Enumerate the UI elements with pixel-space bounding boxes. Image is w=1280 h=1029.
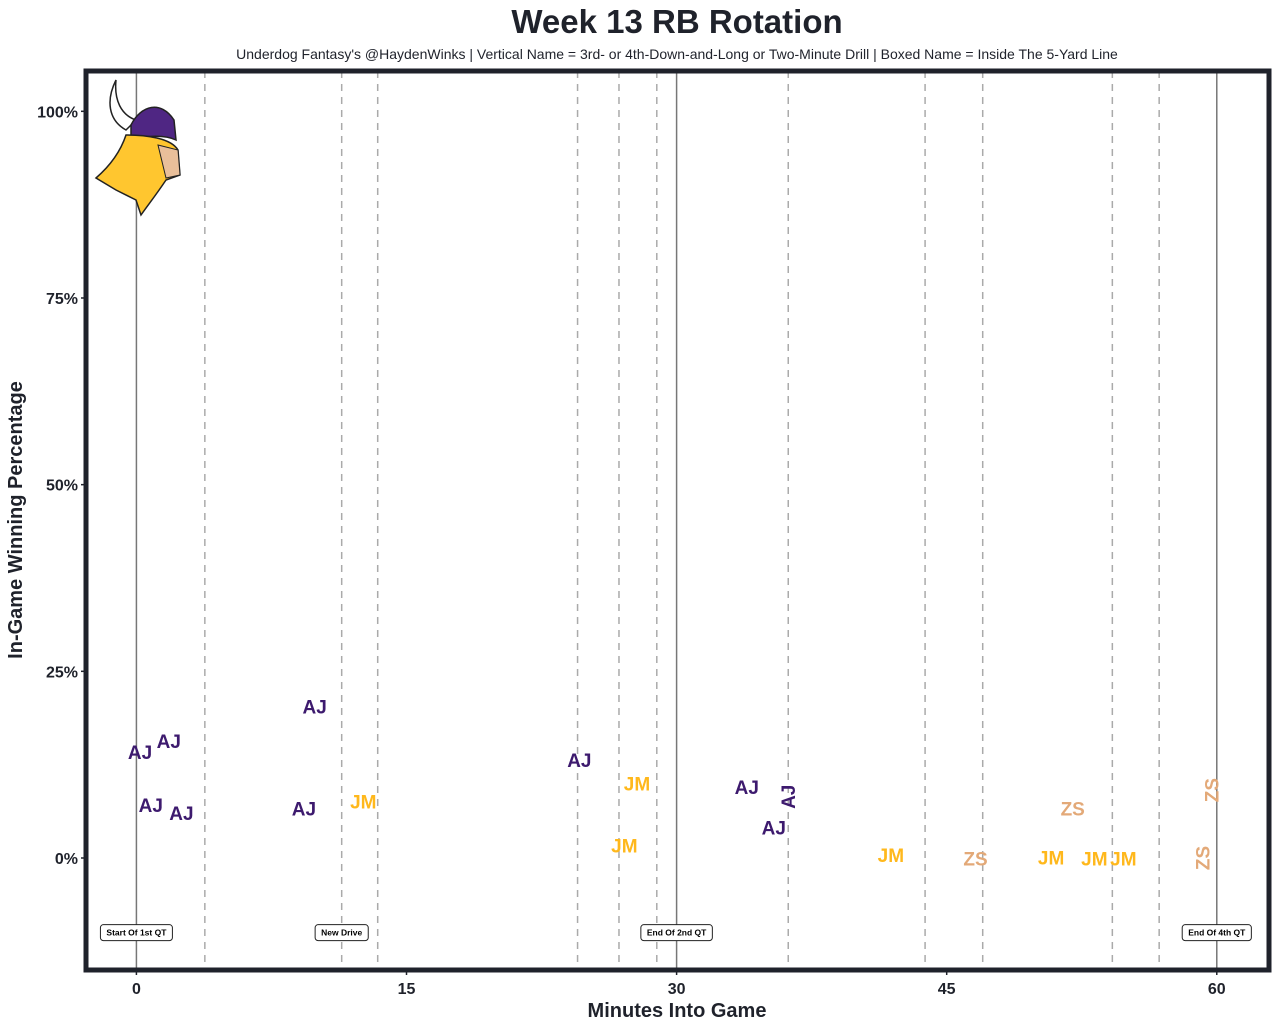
y-tick-label: 0% bbox=[55, 851, 78, 868]
point-label-aj: AJ bbox=[128, 743, 152, 764]
point-label-group: JM bbox=[1081, 850, 1107, 871]
point-label-jm: JM bbox=[1038, 848, 1064, 869]
axes: 0 15 30 45 60 0% 25% 50% 75% 100% bbox=[37, 104, 1226, 998]
point-label-jm: JM bbox=[350, 792, 376, 813]
point-label-aj: AJ bbox=[779, 785, 800, 809]
point-label-aj: AJ bbox=[139, 796, 163, 817]
point-label-group: AJ bbox=[762, 818, 786, 839]
point-label-group: ZS bbox=[1193, 846, 1214, 870]
y-axis-label: In-Game Winning Percentage bbox=[5, 381, 27, 659]
point-label-jm: JM bbox=[878, 846, 904, 867]
annotation-box bbox=[640, 924, 713, 942]
point-label-group: AJ bbox=[567, 751, 591, 772]
annotation: New Drive bbox=[314, 924, 369, 942]
point-label-aj: AJ bbox=[292, 800, 316, 821]
annotation-box bbox=[1181, 924, 1252, 942]
point-label-zs: ZS bbox=[1061, 800, 1085, 821]
point-label-group: AJ bbox=[157, 732, 181, 753]
annotation-text: Start Of 1st QT bbox=[106, 928, 167, 938]
point-label-group: AJ bbox=[292, 800, 316, 821]
annotation-box bbox=[314, 924, 369, 942]
vikings-logo bbox=[94, 79, 181, 217]
y-tick-label: 50% bbox=[46, 478, 78, 495]
point-label-jm: JM bbox=[611, 836, 637, 857]
point-label-aj: AJ bbox=[567, 751, 591, 772]
annotation-text: New Drive bbox=[321, 928, 362, 938]
point-label-zs: ZS bbox=[1193, 846, 1214, 870]
point-label-aj: AJ bbox=[303, 697, 327, 718]
point-label-group: AJ bbox=[128, 743, 152, 764]
point-label-group: JM bbox=[1038, 848, 1064, 869]
plot-frame bbox=[83, 68, 1272, 973]
point-label-group: AJ bbox=[735, 778, 759, 799]
point-label-group: ZS bbox=[1061, 800, 1085, 821]
x-tick-label: 15 bbox=[398, 981, 416, 998]
point-label-aj: AJ bbox=[762, 818, 786, 839]
point-label-group: AJ bbox=[169, 804, 193, 825]
x-axis-label: Minutes Into Game bbox=[588, 1000, 767, 1022]
annotations: Start Of 1st QT New Drive End Of 2nd QT End… bbox=[99, 924, 1252, 942]
point-label-group: JM bbox=[350, 792, 376, 813]
point-label-group: AJ bbox=[779, 785, 800, 809]
x-tick-label: 30 bbox=[668, 981, 686, 998]
x-tick-label: 60 bbox=[1208, 981, 1226, 998]
annotation-box bbox=[99, 924, 173, 942]
point-label-aj: AJ bbox=[157, 732, 181, 753]
point-label-group: JM bbox=[1110, 850, 1136, 871]
point-label-zs: ZS bbox=[963, 850, 987, 871]
y-tick-label: 25% bbox=[46, 664, 78, 681]
annotation: End Of 4th QT bbox=[1181, 924, 1252, 942]
annotation: End Of 2nd QT bbox=[640, 924, 713, 942]
point-label-group: AJ bbox=[139, 796, 163, 817]
point-label-group: ZS bbox=[963, 850, 987, 871]
point-label-zs: ZS bbox=[1202, 778, 1223, 802]
point-label-jm: JM bbox=[624, 774, 650, 795]
y-tick-label: 100% bbox=[37, 104, 78, 121]
vertical-lines bbox=[135, 71, 1218, 970]
x-tick-label: 45 bbox=[938, 981, 956, 998]
point-label-aj: AJ bbox=[735, 778, 759, 799]
point-label-group: JM bbox=[878, 846, 904, 867]
chart-subtitle: Underdog Fantasy's @HaydenWinks | Vertic… bbox=[236, 46, 1118, 62]
point-label-group: AJ bbox=[303, 697, 327, 718]
annotation-text: End Of 4th QT bbox=[1188, 928, 1246, 938]
y-tick-label: 75% bbox=[46, 291, 78, 308]
x-tick-label: 0 bbox=[132, 981, 141, 998]
point-label-aj: AJ bbox=[169, 804, 193, 825]
point-label-group: ZS bbox=[1202, 778, 1223, 802]
point-label-group: JM bbox=[611, 836, 637, 857]
chart-title: Week 13 RB Rotation bbox=[511, 3, 842, 40]
annotation: Start Of 1st QT bbox=[99, 924, 173, 942]
annotation-text: End Of 2nd QT bbox=[647, 928, 707, 938]
point-label-group: JM bbox=[624, 774, 650, 795]
point-label-jm: JM bbox=[1110, 850, 1136, 871]
point-label-jm: JM bbox=[1081, 850, 1107, 871]
